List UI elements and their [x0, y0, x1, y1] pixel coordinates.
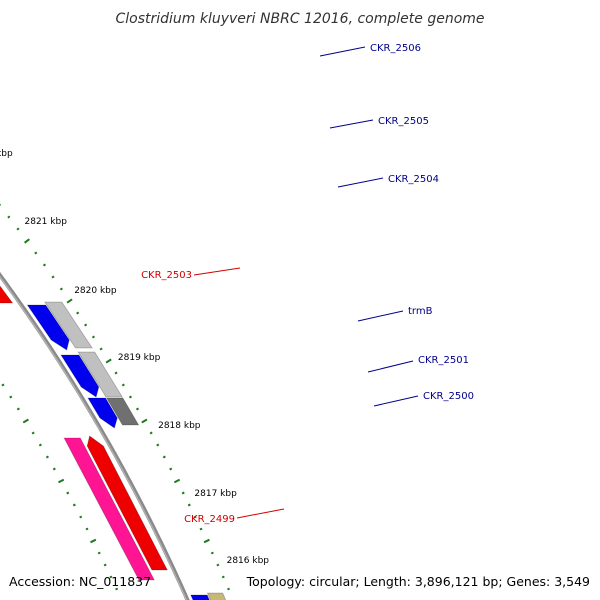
scale-dots-inner — [1, 383, 119, 591]
leader-line-ckr-2499 — [236, 508, 285, 519]
accession-label: Accession: NC_011837 — [9, 574, 152, 589]
scale-tick — [51, 275, 55, 279]
scale-tick — [91, 335, 95, 339]
scale-tick — [31, 431, 35, 435]
scale-tick — [16, 227, 20, 231]
leader-line-ckr-2506 — [319, 46, 366, 57]
gene-ckr-2500 — [87, 397, 118, 429]
leader-line-ckr-2501 — [367, 360, 414, 373]
scale-tick — [227, 587, 231, 591]
scale-tick — [141, 418, 148, 424]
leader-line-trmb — [357, 310, 404, 322]
scale-tick — [90, 538, 97, 544]
scale-tick — [59, 287, 63, 291]
gene-label-ckr-2501: CKR_2501 — [418, 355, 469, 366]
scale-tick — [169, 467, 173, 471]
scale-tick — [128, 395, 133, 399]
scale-label: 2818 kbp — [158, 421, 201, 431]
scale-tick — [38, 443, 42, 447]
scale-tick — [42, 263, 47, 267]
scale-tick — [66, 298, 73, 304]
scale-tick — [162, 455, 166, 459]
gene-label-ckr-2504: CKR_2504 — [388, 174, 439, 185]
scale-tick — [58, 478, 65, 484]
gene-trmb — [26, 304, 70, 351]
scale-tick — [199, 527, 203, 531]
scale-tick — [203, 538, 210, 544]
gene-category-dark — [105, 397, 140, 426]
gene-category-grey — [77, 351, 124, 398]
scale-tick — [115, 587, 119, 591]
genome-backbone — [0, 271, 190, 600]
scale-tick — [135, 407, 140, 411]
gene-category-tan — [206, 592, 227, 600]
scale-tick — [97, 551, 101, 555]
scale-tick — [85, 527, 89, 531]
scale-tick — [45, 455, 49, 459]
scale-tick — [181, 491, 185, 495]
gene-label-ckr-2503: CKR_2503 — [141, 270, 192, 281]
gene-next-blue — [190, 594, 210, 600]
gene-ckr-2503 — [0, 285, 14, 304]
leader-line-ckr-2503 — [193, 267, 241, 276]
scale-tick — [84, 323, 88, 327]
scale-tick — [52, 467, 56, 471]
scale-tick — [216, 563, 220, 567]
gene-forward-red — [86, 435, 168, 571]
scale-tick — [187, 503, 191, 507]
gene-label-ckr-2505: CKR_2505 — [378, 116, 429, 127]
leader-line-ckr-2504 — [337, 177, 384, 188]
backbone-highlight — [0, 275, 188, 600]
gene-features — [0, 285, 227, 600]
scale-tick — [79, 515, 83, 519]
scale-tick — [9, 395, 13, 399]
gene-labels: CKR_2506 CKR_2505 CKR_2504 CKR_2503 trmB CKR_… — [141, 43, 474, 525]
gene-label-ckr-2500: CKR_2500 — [423, 391, 474, 402]
scale-tick — [34, 251, 38, 255]
scale-tick — [210, 551, 214, 555]
scale-tick — [7, 215, 11, 219]
scale-tick — [99, 347, 103, 351]
scale-tick — [16, 407, 20, 411]
map-title: Clostridium kluyveri NBRC 12016, complet… — [115, 11, 484, 27]
scale-label: 2822 kbp — [0, 149, 13, 159]
scale-tick — [23, 238, 30, 244]
gene-label-ckr-2506: CKR_2506 — [370, 43, 421, 54]
scale-tick — [109, 575, 113, 579]
genome-summary: Topology: circular; Length: 3,896,121 bp… — [246, 574, 590, 589]
scale-dots-outer — [0, 203, 231, 591]
scale-tick — [72, 503, 76, 507]
scale-tick — [66, 491, 70, 495]
gene-ckr-2499 — [63, 437, 155, 581]
scale-tick — [22, 418, 29, 424]
scale-tick — [221, 575, 225, 579]
scale-tick — [193, 515, 197, 519]
leader-line-ckr-2500 — [373, 395, 419, 407]
scale-label: 2820 kbp — [74, 286, 117, 296]
scale-label: 2821 kbp — [25, 217, 68, 227]
scale-tick — [156, 443, 160, 447]
gene-label-ckr-2499: CKR_2499 — [184, 514, 235, 525]
scale-tick — [121, 383, 125, 387]
scale-tick — [105, 358, 112, 364]
gene-category-grey — [44, 301, 93, 349]
gene-ckr-2501 — [60, 354, 100, 398]
scale-label: 2819 kbp — [118, 353, 161, 363]
scale-tick — [1, 383, 5, 387]
scale-tick — [103, 563, 107, 567]
scale-tick — [149, 431, 153, 435]
gene-label-trmb: trmB — [408, 306, 433, 317]
scale-tick — [173, 478, 181, 484]
scale-tick — [76, 311, 80, 315]
scale-label: 2816 kbp — [227, 556, 270, 566]
scale-label: 2817 kbp — [194, 489, 237, 499]
scale-tick — [0, 203, 2, 207]
scale-tick — [114, 371, 118, 375]
leader-line-ckr-2505 — [329, 119, 374, 129]
backbone-line — [0, 271, 190, 600]
